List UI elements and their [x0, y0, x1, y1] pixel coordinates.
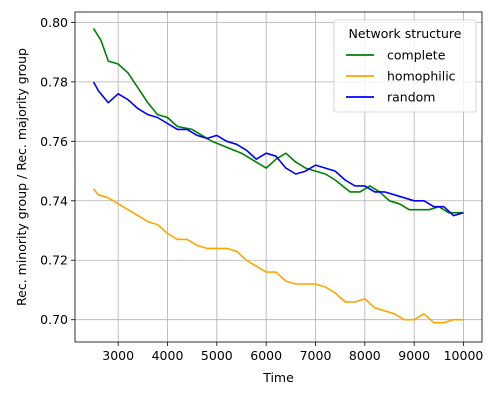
x-tick-label: 6000 [250, 348, 282, 363]
y-tick-label: 0.78 [40, 74, 68, 89]
x-tick-label: 4000 [152, 348, 184, 363]
series-line-complete [92, 27, 464, 214]
x-tick-label: 5000 [201, 348, 233, 363]
series-line-homophilic [92, 188, 464, 324]
plot-frame [74, 11, 483, 343]
x-tick-label: 10000 [444, 348, 484, 363]
y-axis-title: Rec. minority group / Rec. majority grou… [14, 48, 29, 306]
y-tick-label: 0.72 [40, 253, 68, 268]
x-tick-label: 3000 [102, 348, 134, 363]
tick-layer: 3000 4000 5000 6000 7000 8000 9000 10000 0.70 0.7… [40, 15, 483, 363]
x-axis-title: Time [262, 370, 294, 385]
legend-box [333, 19, 477, 113]
legend-title: Network structure [349, 26, 462, 41]
y-tick-label: 0.80 [40, 15, 68, 30]
y-tick-label: 0.70 [40, 312, 68, 327]
legend-label-random: random [387, 90, 435, 105]
legend-label-homophilic: homophilic [387, 69, 456, 84]
x-tick-label: 9000 [398, 348, 430, 363]
y-tick-label: 0.74 [40, 193, 68, 208]
y-tick-label: 0.76 [40, 134, 68, 149]
x-tick-label: 8000 [349, 348, 381, 363]
x-tick-label: 7000 [300, 348, 332, 363]
legend: Network structure complete homophilic rand… [333, 19, 477, 113]
series-layer [92, 27, 464, 324]
legend-label-complete: complete [387, 48, 446, 63]
series-line-random [92, 81, 464, 217]
legend-entries: complete homophilic random [346, 48, 456, 105]
